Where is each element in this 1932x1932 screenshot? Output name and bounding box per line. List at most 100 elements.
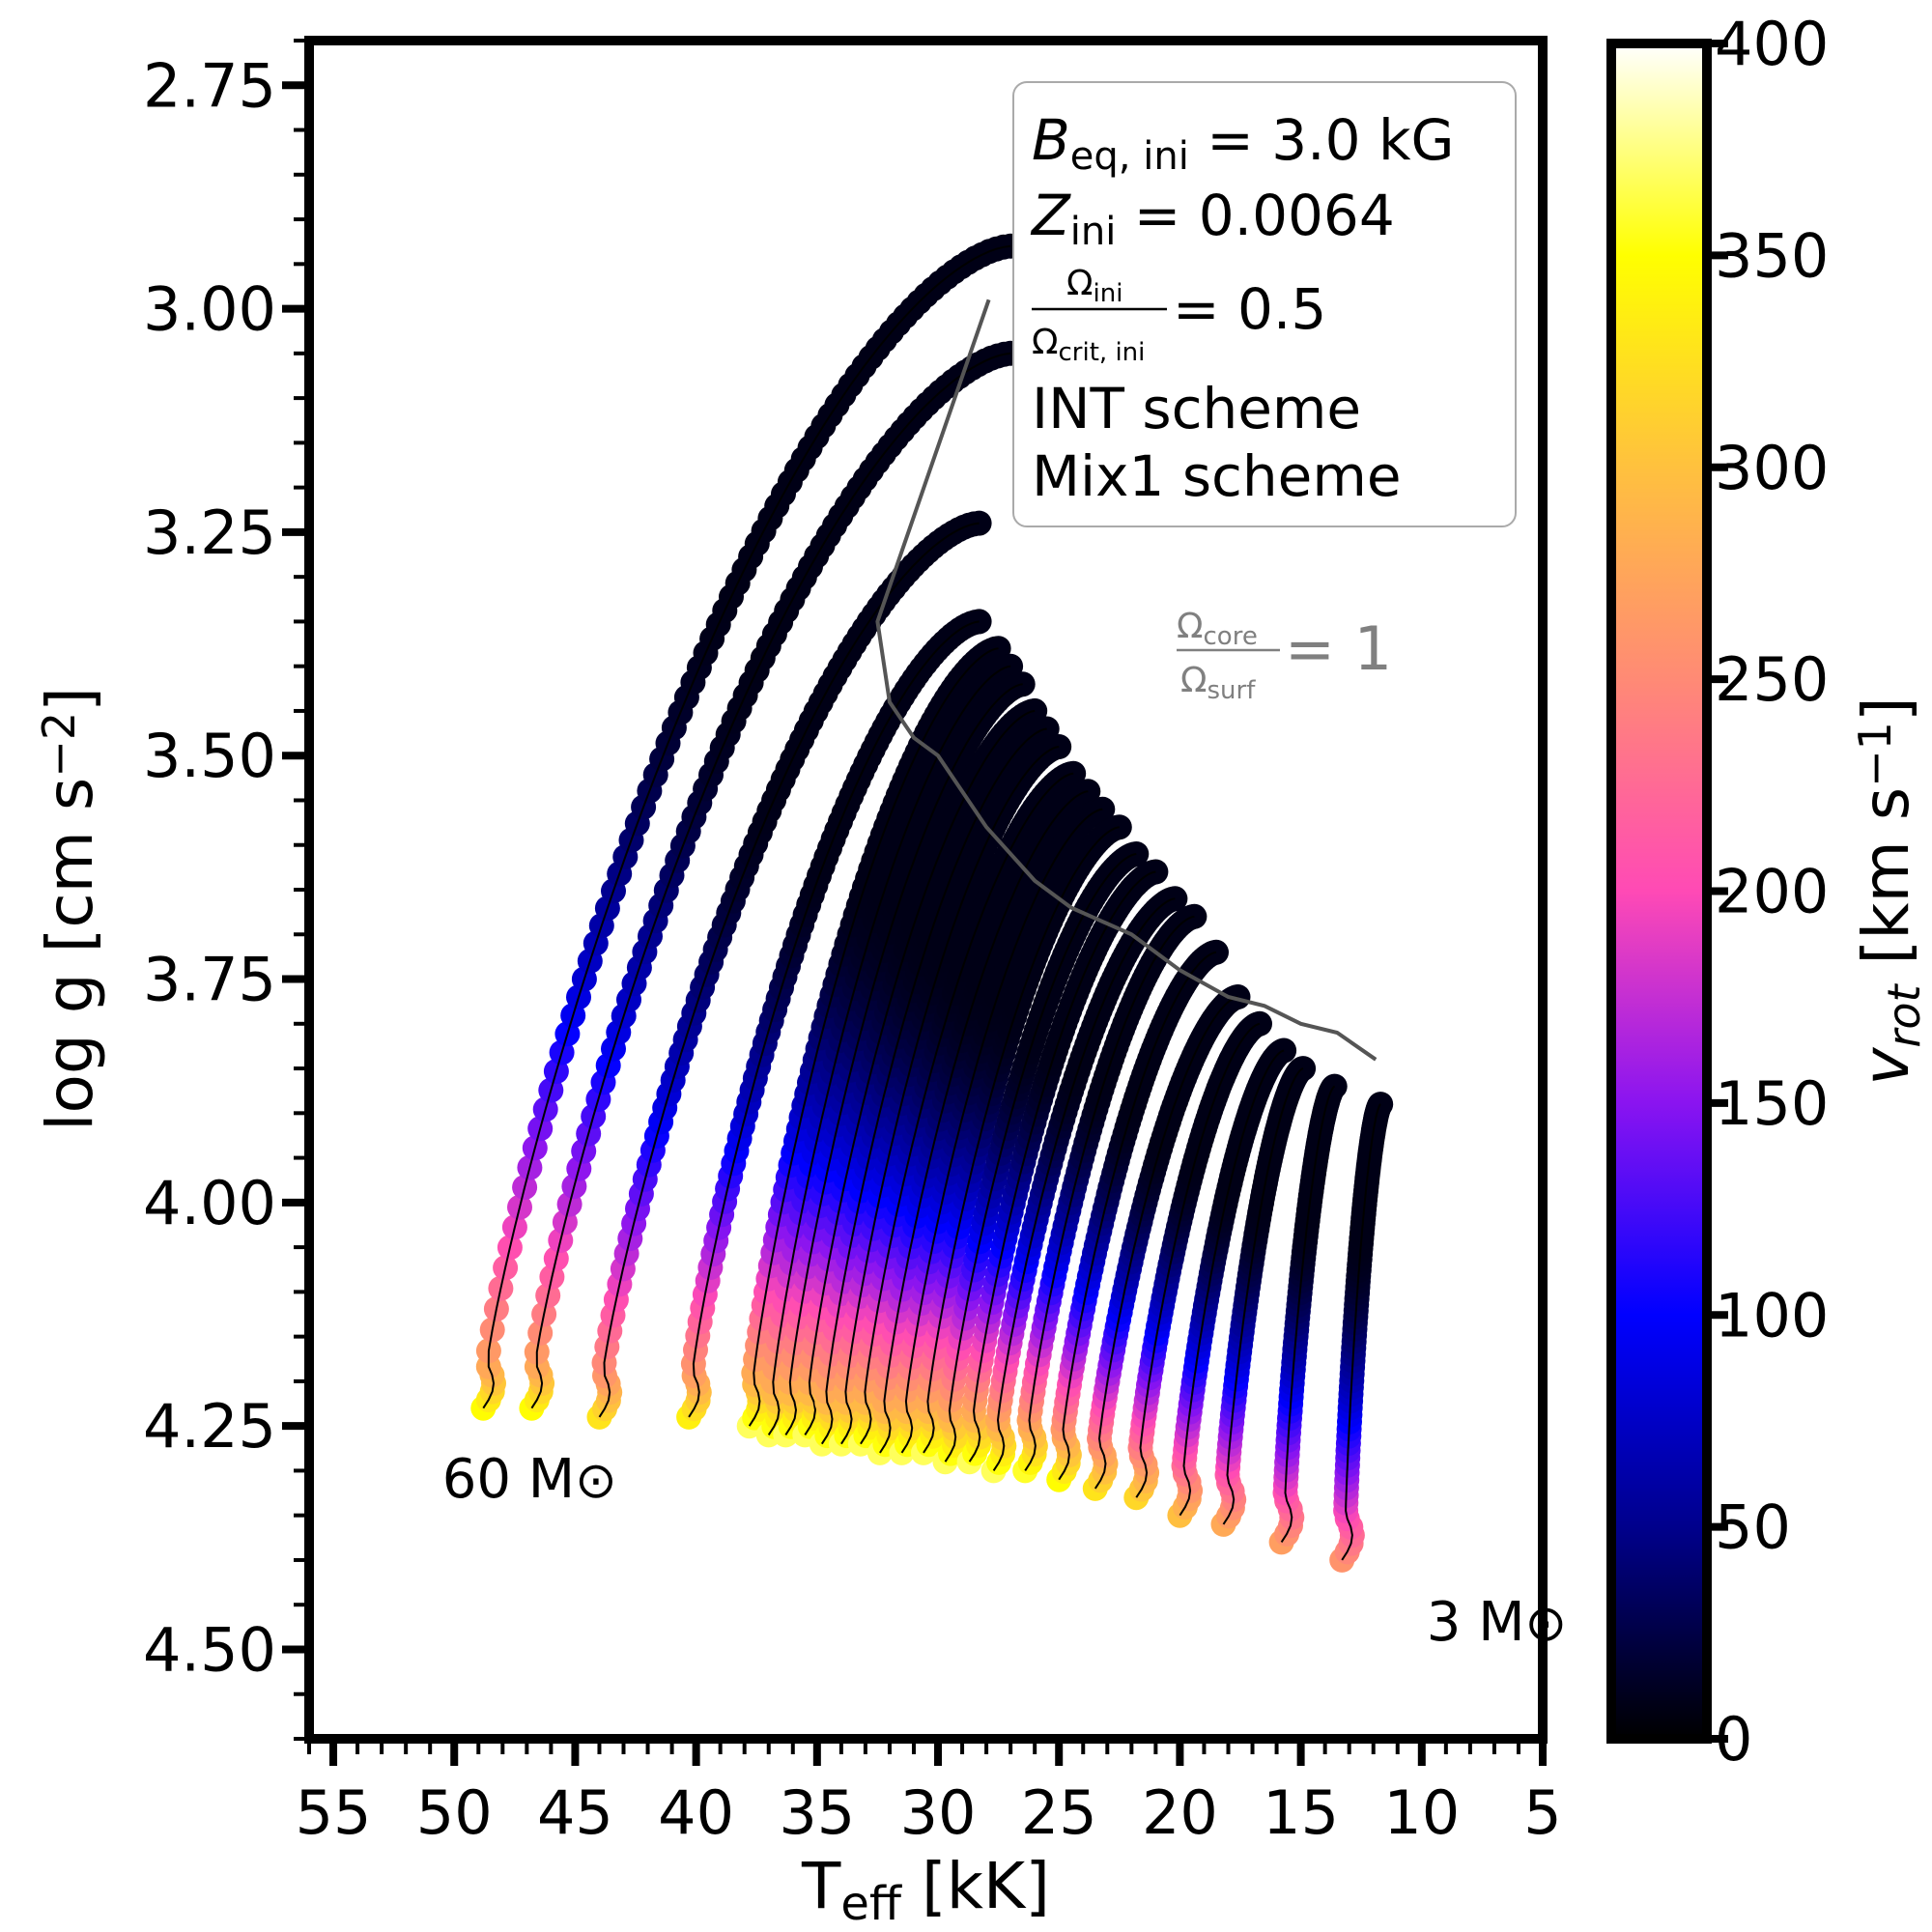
track-center-line	[879, 790, 1089, 1454]
track-center-line	[748, 647, 999, 1427]
evolution-tracks	[470, 233, 1394, 1573]
track-center-line	[860, 772, 1074, 1445]
track-17	[980, 886, 1188, 1484]
track-19	[1046, 939, 1229, 1492]
legend-frac-den: Ωcrit, ini	[1032, 323, 1145, 367]
y-tick-label: 3.25	[143, 497, 276, 568]
ratio-annotation-value: = 1	[1285, 613, 1392, 684]
y-tick-label: 3.50	[143, 721, 276, 791]
track-18	[1012, 903, 1208, 1484]
track-center-line	[804, 709, 1036, 1435]
ratio-annotation-num: Ωcore	[1177, 607, 1258, 651]
colorbar-tick-label: 300	[1715, 433, 1829, 503]
x-tick-label: 50	[416, 1777, 493, 1848]
track-24	[1268, 1073, 1348, 1555]
track-center-line	[900, 808, 1103, 1454]
y-tick-label: 4.00	[143, 1168, 276, 1238]
track-11	[847, 760, 1087, 1457]
track-25	[1329, 1092, 1394, 1573]
track-center-line	[530, 352, 1011, 1409]
track-center-line	[820, 727, 1047, 1445]
track-center-line	[992, 897, 1176, 1471]
x-tick-label: 55	[296, 1777, 372, 1848]
iso-omega-line	[875, 298, 1378, 1062]
track-15	[932, 841, 1150, 1475]
track-center-line	[598, 522, 980, 1418]
y-tick-label: 3.75	[143, 945, 276, 1015]
y-tick-label: 4.25	[143, 1391, 276, 1462]
track-center-line	[944, 853, 1137, 1463]
x-tick-label: 5	[1523, 1777, 1561, 1848]
track-16	[956, 859, 1169, 1475]
x-tick-label: 30	[900, 1777, 977, 1848]
x-tick-label: 40	[658, 1777, 734, 1848]
track-center-line	[784, 683, 1023, 1435]
track-12	[867, 779, 1101, 1465]
track-center-line	[1179, 1049, 1285, 1517]
track-23	[1210, 1056, 1317, 1537]
x-tick-label: 10	[1383, 1777, 1460, 1848]
track-10	[828, 734, 1072, 1457]
track-center-line	[1094, 996, 1238, 1490]
colorbar-tick-label: 200	[1715, 857, 1829, 927]
track-1	[470, 233, 1024, 1421]
track-center-line	[1222, 1067, 1304, 1525]
track-9	[809, 716, 1060, 1457]
track-center-line	[1341, 1103, 1381, 1561]
y-tick-label: 3.00	[143, 274, 276, 345]
x-tick-label: 20	[1142, 1777, 1218, 1848]
legend-line-z: Zini = 0.0064	[1030, 183, 1395, 254]
y-axis-title: log g [cm s−2]	[33, 687, 107, 1131]
track-center-line	[968, 870, 1156, 1463]
track-13	[889, 796, 1116, 1465]
track-center-line	[1024, 915, 1195, 1471]
colorbar-tick-label: 50	[1715, 1492, 1791, 1563]
legend-line-mix: Mix1 scheme	[1032, 443, 1402, 509]
x-tick-label: 45	[537, 1777, 613, 1848]
legend-frac-value: = 0.5	[1173, 276, 1326, 342]
y-tick-label: 4.50	[143, 1614, 276, 1685]
track-center-line	[923, 826, 1120, 1454]
track-3	[586, 510, 992, 1430]
x-tick-label: 15	[1263, 1777, 1339, 1848]
legend-frame	[1012, 81, 1517, 527]
x-tick-label: 35	[779, 1777, 855, 1848]
track-center-line	[688, 620, 980, 1418]
track-center-line	[767, 665, 1011, 1435]
x-tick-label: 25	[1021, 1777, 1097, 1848]
track-21	[1123, 1010, 1272, 1511]
track-22	[1167, 1037, 1297, 1528]
track-center-line	[482, 244, 1011, 1409]
y-tick-label: 2.75	[143, 50, 276, 121]
mass-label-60: 60 M⊙	[442, 1448, 617, 1511]
track-2	[519, 340, 1024, 1421]
track-center-line	[1135, 1022, 1261, 1498]
track-14	[911, 814, 1132, 1465]
track-4	[676, 609, 992, 1430]
track-center-line	[1280, 1085, 1336, 1543]
track-center-line	[840, 746, 1060, 1445]
colorbar-title: vrot [km s−1]	[1849, 696, 1930, 1085]
legend-line-int: INT scheme	[1032, 376, 1361, 441]
track-20	[1082, 984, 1251, 1501]
track-center-line	[1058, 951, 1217, 1481]
track-7	[773, 671, 1036, 1448]
mass-label-3: 3 M⊙	[1427, 1591, 1567, 1654]
colorbar: 0 50 100 150 200 250 300 350 400 vrot [km s−1]	[1606, 9, 1930, 1775]
x-axis-title: Teff [kK]	[801, 1849, 1050, 1931]
colorbar-tick-label: 250	[1715, 644, 1829, 715]
annotations: Ωcore Ωsurf = 1 60 M⊙ 3 M⊙	[442, 607, 1567, 1654]
legend-frac-num: Ωini	[1066, 264, 1122, 308]
colorbar-tick-label: 100	[1715, 1280, 1829, 1350]
colorbar-tick-label: 350	[1715, 220, 1829, 291]
axes: 55 50 45 40 35 30 25 20 15 10 5 2.75 3.00 3.25 3.50 3.7…	[33, 36, 1562, 1931]
colorbar-tick-label: 0	[1715, 1704, 1752, 1775]
colorbar-tick-label: 400	[1715, 9, 1829, 79]
ratio-annotation-den: Ωsurf	[1180, 661, 1256, 705]
colorbar-tick-label: 150	[1715, 1068, 1829, 1139]
legend-line-b: Beq, ini = 3.0 kG	[1032, 107, 1455, 179]
omega-ratio-line	[875, 298, 1378, 1062]
colorbar-gradient	[1611, 43, 1707, 1739]
